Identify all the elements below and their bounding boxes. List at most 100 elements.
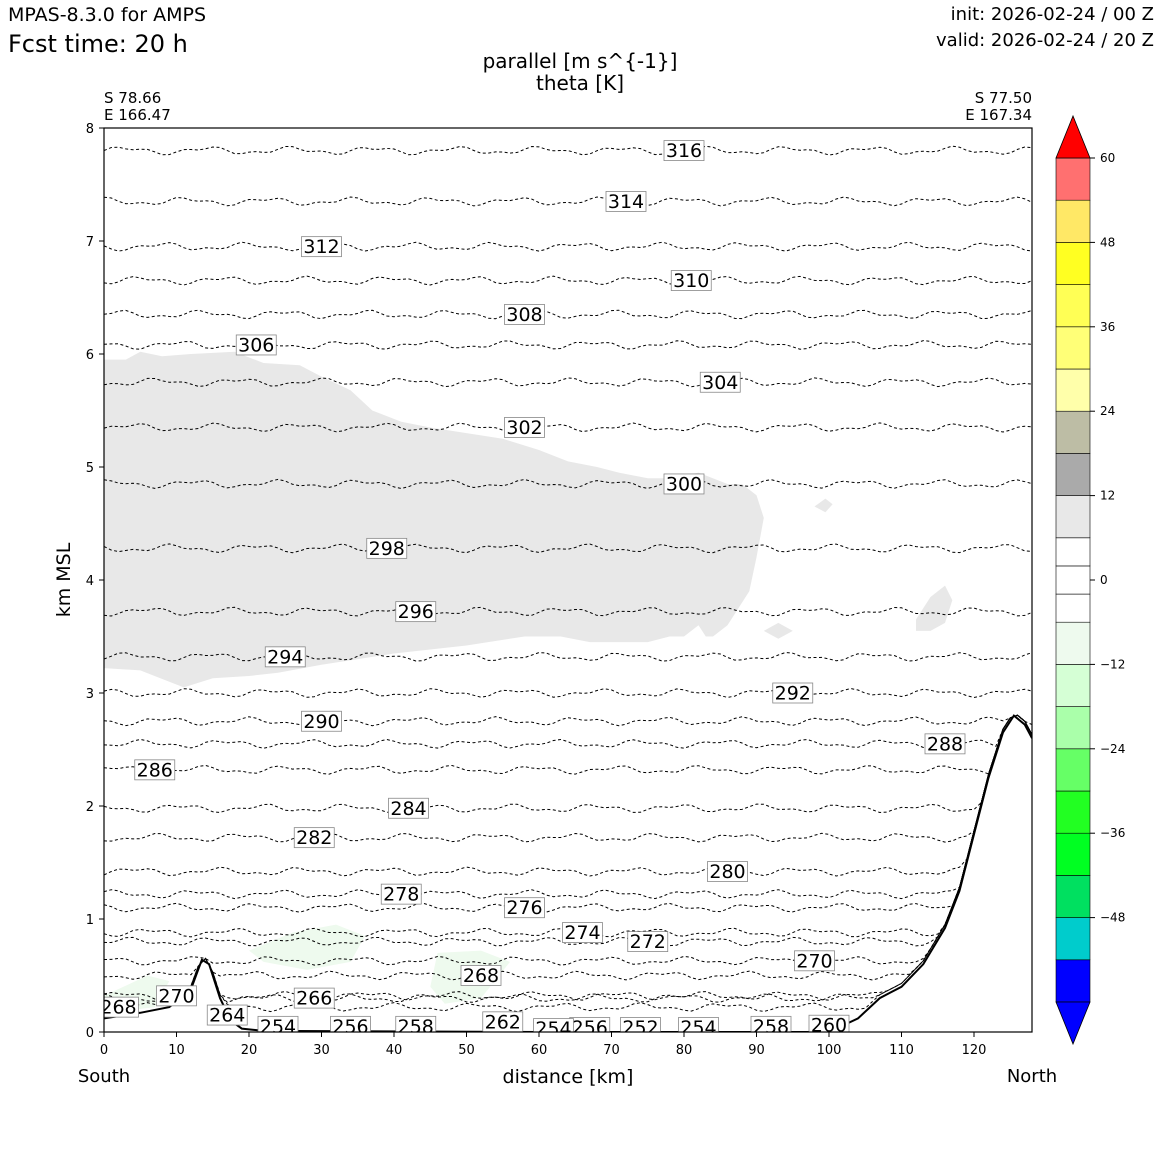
contour-label: 258 — [398, 1016, 434, 1038]
x-tick-label: 60 — [531, 1043, 548, 1058]
contour-label: 280 — [709, 861, 745, 883]
contour-label-box — [533, 1018, 574, 1032]
contour-label: 296 — [398, 601, 434, 623]
x-tick-label: 0 — [100, 1043, 108, 1058]
contour-label: 288 — [927, 733, 963, 755]
colorbar-segment — [1055, 410, 1091, 454]
y-tick-label: 0 — [86, 1026, 94, 1041]
contour-label: 256 — [332, 1016, 368, 1038]
contour-label: 300 — [666, 473, 702, 495]
colorbar-segment — [1055, 706, 1091, 750]
colorbar-tick-label: 12 — [1100, 489, 1115, 503]
colorbar-tick-label: −48 — [1100, 911, 1125, 925]
contour-label: 276 — [506, 897, 542, 919]
contour-line — [104, 241, 1032, 252]
colorbar-over-arrow — [1055, 114, 1091, 159]
x-tick-label: 50 — [458, 1043, 475, 1058]
colorbar-segment — [1055, 565, 1091, 595]
contour-label: 256 — [572, 1017, 608, 1039]
contour-label: 258 — [753, 1016, 789, 1038]
colorbar: 60 48 36 24 12 0 −12 −24 −36 −48 — [1055, 114, 1125, 1046]
x-tick-label: 10 — [168, 1043, 185, 1058]
contour-label-box — [134, 759, 176, 781]
contour-line — [104, 543, 1032, 554]
forecast-time: Fcst time: 20 h — [8, 30, 188, 58]
left-end-lon: E 166.47 — [104, 106, 171, 124]
y-tick-label: 2 — [86, 800, 94, 815]
colorbar-segment — [1055, 748, 1091, 792]
colorbar-segment — [1055, 790, 1091, 834]
contour-line — [104, 651, 1032, 662]
contour-label: 294 — [267, 646, 303, 668]
shaded-region — [814, 498, 833, 513]
contour-label: 290 — [303, 711, 339, 733]
contour-label-box — [750, 1015, 792, 1032]
contour-label-box — [395, 1015, 437, 1032]
colorbar-tick-label: 24 — [1100, 404, 1115, 418]
colorbar-segment — [1055, 157, 1091, 201]
contour-label: 268 — [100, 997, 136, 1019]
colorbar-segment — [1055, 326, 1091, 370]
contour-label: 270 — [158, 985, 194, 1007]
colorbar-tick-label: 36 — [1100, 320, 1115, 334]
contour-label-box — [264, 646, 306, 668]
contour-label-box — [620, 1017, 661, 1032]
colorbar-tick-label: −12 — [1100, 657, 1125, 671]
colorbar-tick-label: 0 — [1100, 573, 1108, 587]
contour-line — [104, 714, 1032, 913]
colorbar-segment — [1055, 284, 1091, 328]
contour-label-box — [156, 985, 197, 1007]
y-tick-label: 4 — [86, 574, 94, 589]
colorbar-segment — [1055, 664, 1091, 707]
contour-line — [104, 196, 1032, 207]
contour-label-box — [504, 897, 545, 919]
contour-line — [104, 714, 1032, 843]
contour-label-box — [460, 965, 502, 986]
x-tick-label: 80 — [676, 1043, 693, 1058]
contour-line — [104, 714, 1032, 749]
contour-label-box — [772, 682, 814, 704]
contour-label-box — [678, 1017, 719, 1032]
x-tick-label: 40 — [386, 1043, 403, 1058]
contour-line — [104, 714, 1032, 877]
colorbar-tick-label: 60 — [1100, 151, 1115, 165]
contour-line — [104, 714, 1032, 1001]
theta-contours — [104, 145, 1032, 1013]
contour-label: 278 — [383, 884, 419, 906]
contour-label: 308 — [506, 304, 542, 326]
contour-label-box — [366, 537, 408, 559]
contour-label-box — [808, 1014, 850, 1032]
contour-label: 252 — [622, 1017, 658, 1039]
contour-label: 304 — [702, 372, 738, 394]
contour-line — [104, 714, 1032, 966]
contour-label: 266 — [296, 988, 332, 1010]
colorbar-segment — [1055, 199, 1091, 243]
contour-label-box — [562, 922, 603, 943]
shaded-region — [916, 585, 953, 631]
axes: 0 10 20 30 40 50 60 70 80 90 100 110 120 0 1 2 3 4 5 6 7 8 — [86, 122, 987, 1058]
contour-label: 262 — [485, 1011, 521, 1033]
y-tick-label: 7 — [86, 235, 94, 250]
contour-line — [104, 309, 1032, 320]
contour-line — [104, 714, 1032, 1013]
contour-label: 312 — [303, 236, 339, 258]
contour-label-box — [257, 1015, 299, 1032]
north-label: North — [1007, 1066, 1057, 1087]
contour-label: 310 — [673, 270, 709, 292]
contour-line — [104, 687, 1032, 699]
colorbar-segment — [1055, 593, 1091, 623]
contour-label: 254 — [260, 1016, 296, 1038]
x-tick-label: 20 — [241, 1043, 258, 1058]
y-axis-label: km MSL — [53, 542, 75, 617]
contour-label-box — [330, 1015, 371, 1032]
y-tick-label: 1 — [86, 913, 94, 928]
contour-label: 264 — [209, 1005, 245, 1027]
chart-title-line2: theta [K] — [536, 71, 624, 95]
contour-label-box — [699, 371, 741, 393]
contour-label-box — [301, 710, 342, 732]
contour-line — [104, 714, 1032, 900]
contour-line — [104, 714, 1032, 1003]
south-label: South — [78, 1066, 130, 1087]
contour-line — [104, 714, 1032, 727]
